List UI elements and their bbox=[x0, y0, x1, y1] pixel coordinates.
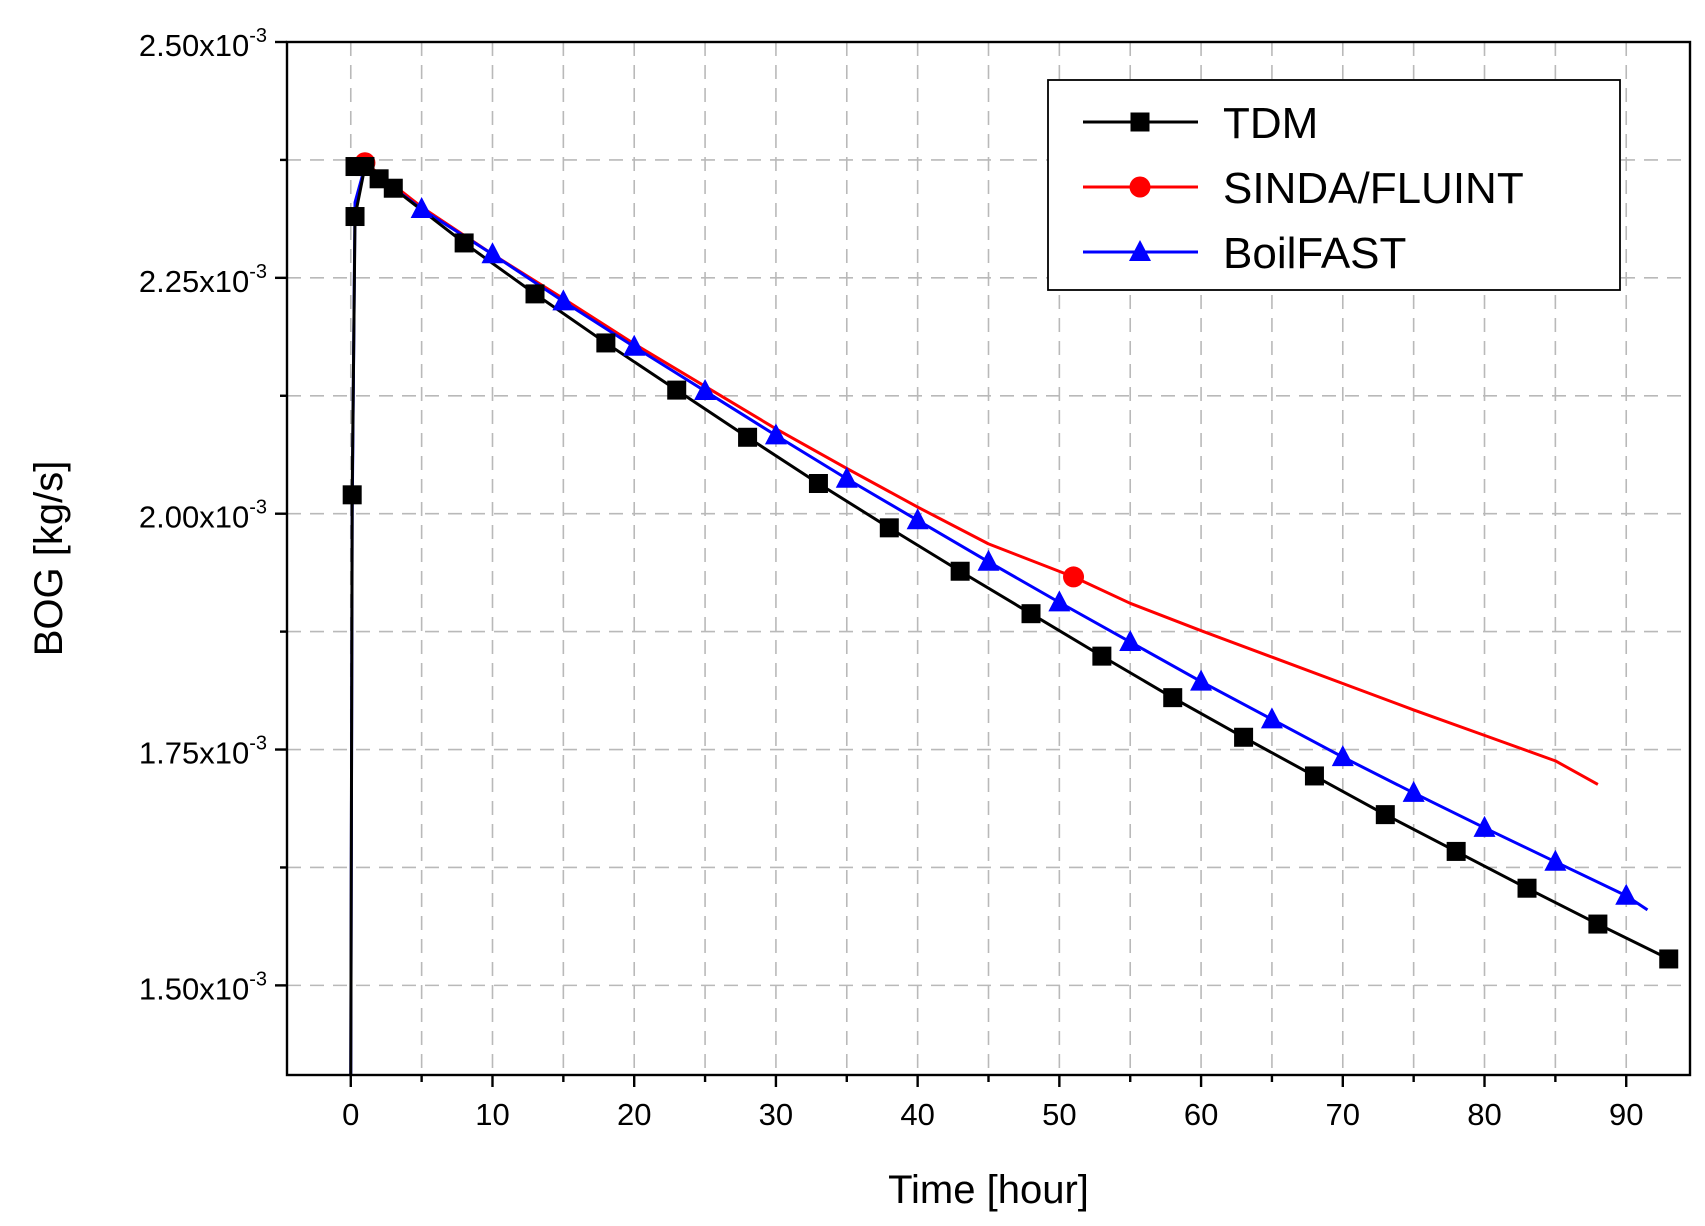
y-tick-label: 2.50x10-3 bbox=[139, 25, 267, 63]
x-tick-label: 80 bbox=[1467, 1097, 1501, 1132]
x-tick-label: 10 bbox=[475, 1097, 509, 1132]
x-tick-label: 60 bbox=[1184, 1097, 1218, 1132]
y-axis-tick-labels: 1.50x10-3 1.75x10-3 2.00x10-3 2.25x10-3 2.50… bbox=[139, 25, 267, 1006]
series-lines bbox=[349, 161, 1670, 1075]
data-point-boilfast bbox=[1402, 780, 1425, 802]
data-point-tdm bbox=[525, 284, 545, 304]
data-point-tdm bbox=[1021, 604, 1041, 624]
data-point-tdm bbox=[1588, 914, 1608, 934]
legend-item-sinda-fluint: SINDA/FLUINT bbox=[1083, 164, 1524, 213]
legend-swatch-marker bbox=[1129, 176, 1151, 198]
data-point-tdm bbox=[596, 333, 616, 353]
data-point-tdm bbox=[738, 427, 758, 447]
data-point-boilfast bbox=[694, 379, 717, 401]
data-point-tdm bbox=[454, 233, 474, 253]
data-point-tdm bbox=[1659, 949, 1679, 969]
x-tick-label: 70 bbox=[1326, 1097, 1360, 1132]
data-point-boilfast bbox=[1615, 883, 1638, 905]
data-point-boilfast bbox=[1331, 745, 1354, 767]
data-point-tdm bbox=[1446, 841, 1466, 861]
x-tick-label: 30 bbox=[759, 1097, 793, 1132]
data-point-boilfast bbox=[1048, 590, 1071, 612]
data-point-boilfast bbox=[481, 242, 504, 264]
legend-label: TDM bbox=[1223, 99, 1318, 148]
data-point-boilfast bbox=[906, 508, 929, 530]
data-point-tdm bbox=[1517, 878, 1537, 898]
data-point-tdm bbox=[345, 207, 365, 227]
x-tick-label: 90 bbox=[1609, 1097, 1643, 1132]
series-line-tdm bbox=[349, 165, 1670, 1075]
data-point-tdm bbox=[1092, 646, 1112, 666]
data-point-tdm bbox=[808, 474, 828, 494]
legend-label: BoilFAST bbox=[1223, 229, 1406, 278]
y-tick-label: 2.00x10-3 bbox=[139, 497, 267, 535]
data-point-boilfast bbox=[835, 466, 858, 488]
x-tick-label: 50 bbox=[1042, 1097, 1076, 1132]
data-point-boilfast bbox=[552, 289, 575, 311]
x-tick-label: 20 bbox=[617, 1097, 651, 1132]
legend-swatch-marker bbox=[1129, 240, 1151, 261]
data-point-tdm bbox=[950, 561, 970, 581]
data-point-tdm bbox=[1304, 766, 1324, 786]
data-point-tdm bbox=[383, 178, 403, 198]
x-tick-label: 40 bbox=[900, 1097, 934, 1132]
data-point-boilfast bbox=[1190, 669, 1213, 691]
data-point-tdm bbox=[1163, 688, 1183, 708]
data-point-boilfast bbox=[764, 423, 787, 445]
x-axis-title: Time [hour] bbox=[888, 1168, 1089, 1212]
y-tick-label: 2.25x10-3 bbox=[139, 261, 267, 299]
data-point-tdm bbox=[667, 380, 687, 400]
x-axis-tick-labels: 0 10 20 30 40 50 60 70 80 90 bbox=[342, 1097, 1643, 1132]
data-point-tdm bbox=[342, 485, 362, 505]
data-point-boilfast bbox=[1119, 629, 1142, 651]
legend-swatch-marker bbox=[1130, 112, 1150, 132]
data-point-boilfast bbox=[1544, 849, 1567, 871]
x-tick-label: 0 bbox=[342, 1097, 359, 1132]
legend-label: SINDA/FLUINT bbox=[1223, 164, 1524, 213]
legend-items: TDM SINDA/FLUINT BoilFAST bbox=[1083, 99, 1524, 278]
y-tick-label: 1.50x10-3 bbox=[139, 968, 267, 1006]
data-point-tdm bbox=[1375, 805, 1395, 825]
data-point-boilfast bbox=[410, 196, 433, 218]
data-point-boilfast bbox=[1473, 815, 1496, 837]
legend: TDM SINDA/FLUINT BoilFAST bbox=[1047, 79, 1621, 291]
data-point-tdm bbox=[1234, 727, 1254, 747]
legend-item-tdm: TDM bbox=[1083, 99, 1318, 148]
data-point-boilfast bbox=[623, 334, 646, 356]
y-axis-title: BOG [kg/s] bbox=[27, 461, 71, 657]
series-markers bbox=[342, 152, 1679, 969]
axis-ticks bbox=[275, 40, 1628, 1087]
legend-item-boilfast: BoilFAST bbox=[1083, 229, 1406, 278]
data-point-sinda-fluint bbox=[1063, 566, 1085, 588]
data-point-boilfast bbox=[1260, 707, 1283, 729]
data-point-tdm bbox=[879, 518, 899, 538]
y-tick-label: 1.75x10-3 bbox=[139, 733, 267, 771]
data-point-boilfast bbox=[977, 549, 1000, 571]
